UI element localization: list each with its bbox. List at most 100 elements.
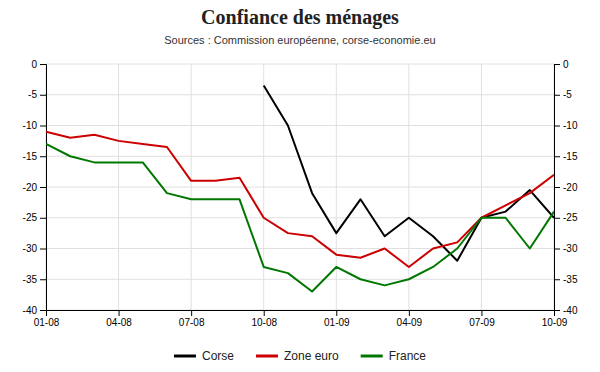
y-axis-line	[40, 65, 47, 311]
legend-swatch	[361, 355, 383, 358]
y2-tick: -15	[554, 151, 578, 162]
y2-tick-mark	[554, 279, 560, 280]
grid-line-x	[336, 64, 337, 310]
y-tick-mark	[40, 187, 46, 188]
y-tick: -5	[28, 89, 46, 100]
x-tick-label: 04-09	[397, 317, 423, 328]
y2-tick-mark	[554, 95, 560, 96]
x-tick-mark	[264, 310, 265, 316]
y2-tick: -40	[554, 305, 578, 316]
y2-tick-label: 0	[563, 59, 569, 70]
x-tick-label: 04-08	[106, 317, 132, 328]
legend-label: Corse	[202, 349, 234, 363]
y2-tick-label: -40	[563, 305, 578, 316]
chart-container: Confiance des ménagesSources : Commissio…	[0, 0, 600, 372]
grid	[46, 64, 554, 310]
y2-tick-mark	[554, 187, 560, 188]
y-tick: -40	[23, 305, 46, 316]
series-line	[46, 132, 554, 267]
grid-line-x	[263, 64, 264, 310]
y2-tick-label: -35	[563, 274, 578, 285]
y2-tick-label: -15	[563, 151, 578, 162]
y2-tick-label: -25	[563, 212, 578, 223]
y-tick: 0	[31, 59, 46, 70]
grid-line-x	[408, 64, 409, 310]
x-tick-label: 10-08	[251, 317, 277, 328]
y-tick-label: 0	[31, 59, 37, 70]
y-tick-label: -30	[23, 243, 38, 254]
y2-axis-line	[555, 65, 561, 311]
y2-tick: -20	[554, 182, 578, 193]
x-tick-mark	[119, 310, 120, 316]
y2-tick: -5	[554, 89, 572, 100]
grid-line-x	[481, 64, 482, 310]
y2-tick-label: -10	[563, 120, 578, 131]
series-group	[46, 86, 554, 292]
x-tick: 04-08	[106, 310, 132, 328]
y-tick-mark	[40, 126, 46, 127]
subtitle: Sources : Commission européenne, corse-e…	[164, 34, 435, 46]
y-tick-mark	[40, 279, 46, 280]
grid-line-y	[46, 217, 554, 218]
x-tick-label: 10-09	[542, 317, 568, 328]
grid-line-y	[46, 125, 554, 126]
y-tick: -15	[23, 151, 46, 162]
y-tick: -10	[23, 120, 46, 131]
x-tick: 07-09	[469, 310, 495, 328]
legend-label: Zone euro	[284, 349, 339, 363]
y-tick-mark	[40, 95, 46, 96]
series-line	[46, 144, 554, 292]
x-tick: 10-08	[251, 310, 277, 328]
y-tick-mark	[40, 310, 46, 311]
x-tick: 07-08	[179, 310, 205, 328]
y2-tick: -25	[554, 212, 578, 223]
x-tick: 04-09	[397, 310, 423, 328]
x-axis: 01-08 04-08 07-08 10-08 01-09 04-09 07-09 10-09	[34, 310, 568, 328]
y2-tick-mark	[554, 218, 560, 219]
y-tick-label: -15	[23, 151, 38, 162]
y-tick-label: -10	[23, 120, 38, 131]
legend-item: Zone euro	[256, 349, 339, 363]
plot-area: 01-08 04-08 07-08 10-08 01-09 04-09 07-09 10-09…	[23, 59, 578, 328]
y-tick-mark	[40, 218, 46, 219]
y2-tick-mark	[554, 64, 560, 65]
x-tick: 01-09	[324, 310, 350, 328]
y2-tick: -30	[554, 243, 578, 254]
y2-tick-mark	[554, 249, 560, 250]
y2-tick: 0	[554, 59, 569, 70]
grid-line-y	[46, 187, 554, 188]
x-tick-mark	[336, 310, 337, 316]
legend: Corse Zone euro France	[174, 349, 426, 363]
y2-tick-mark	[554, 156, 560, 157]
y2-tick-label: -30	[563, 243, 578, 254]
y2-tick: -10	[554, 120, 578, 131]
y-tick-mark	[40, 249, 46, 250]
y2-tick: -35	[554, 274, 578, 285]
x-tick-label: 07-09	[469, 317, 495, 328]
x-tick-mark	[409, 310, 410, 316]
grid-line-y	[46, 64, 554, 65]
y2-tick-mark	[554, 310, 560, 311]
grid-line-x	[191, 64, 192, 310]
y-tick: -25	[23, 212, 46, 223]
y-axis: 0-5-10-15-20-25-30-35-40	[23, 59, 47, 316]
x-tick-label: 07-08	[179, 317, 205, 328]
legend-label: France	[389, 349, 427, 363]
chart-svg: Confiance des ménagesSources : Commissio…	[0, 0, 600, 372]
series-line	[264, 86, 554, 261]
y-tick-label: -25	[23, 212, 38, 223]
legend-swatch	[174, 355, 196, 358]
x-tick-label: 01-08	[34, 317, 60, 328]
y-tick-mark	[40, 64, 46, 65]
y2-tick-mark	[554, 126, 560, 127]
grid-line-x	[118, 64, 119, 310]
grid-line-y	[46, 94, 554, 95]
y-tick-mark	[40, 156, 46, 157]
legend-swatch	[256, 355, 278, 358]
y-tick: -30	[23, 243, 46, 254]
x-tick-mark	[191, 310, 192, 316]
y2-tick-label: -20	[563, 182, 578, 193]
x-axis-line	[47, 311, 555, 317]
legend-item: Corse	[174, 349, 234, 363]
x-tick: 01-08	[34, 310, 60, 328]
